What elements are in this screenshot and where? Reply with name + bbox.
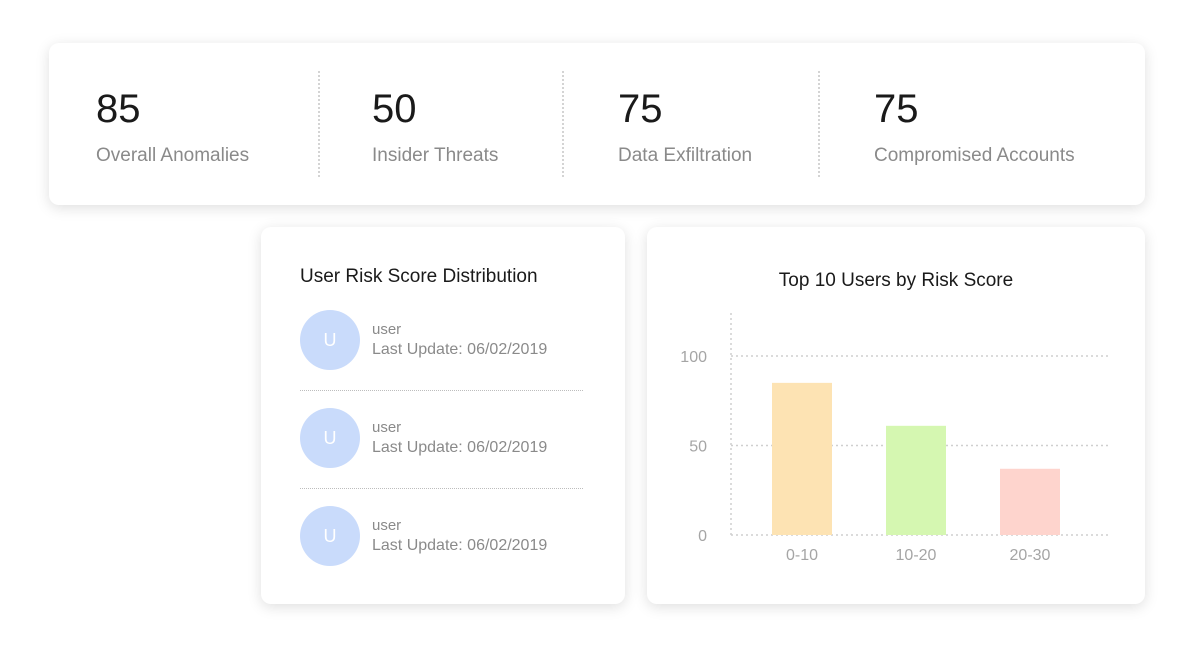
risk-distribution-title: User Risk Score Distribution bbox=[300, 266, 538, 287]
stat-value: 75 bbox=[874, 87, 919, 131]
user-name: user bbox=[372, 419, 402, 436]
user-name: user bbox=[372, 517, 402, 534]
stat-label: Insider Threats bbox=[372, 145, 499, 166]
y-tick-label: 100 bbox=[680, 349, 707, 366]
y-tick-label: 0 bbox=[698, 528, 707, 545]
stat-label: Compromised Accounts bbox=[874, 145, 1075, 166]
row-divider bbox=[300, 488, 583, 489]
stat-value: 85 bbox=[96, 87, 141, 131]
risk-distribution-card: User Risk Score Distribution U user Last… bbox=[261, 227, 625, 604]
avatar: U bbox=[300, 506, 360, 566]
stat-label: Overall Anomalies bbox=[96, 145, 250, 166]
x-tick-label: 10-20 bbox=[896, 547, 937, 564]
user-last-update: Last Update: 06/02/2019 bbox=[372, 439, 548, 456]
stats-card: 85 Overall Anomalies 50 Insider Threats … bbox=[49, 43, 1145, 205]
user-last-update: Last Update: 06/02/2019 bbox=[372, 341, 548, 358]
top-users-chart-card: Top 10 Users by Risk Score 0 50 100 0-10 10-… bbox=[647, 227, 1145, 604]
x-tick-label: 0-10 bbox=[786, 547, 818, 564]
user-list-item[interactable]: U user Last Update: 06/02/2019 bbox=[300, 408, 583, 468]
x-tick-label: 20-30 bbox=[1010, 547, 1051, 564]
bar-chart: Top 10 Users by Risk Score 0 50 100 0-10 10-… bbox=[680, 270, 1109, 564]
bar-0-10[interactable] bbox=[772, 382, 832, 535]
chart-bars bbox=[772, 382, 1060, 535]
avatar: U bbox=[300, 408, 360, 468]
user-name: user bbox=[372, 321, 402, 338]
row-divider bbox=[300, 390, 583, 391]
y-tick-label: 50 bbox=[689, 439, 707, 456]
stat-label: Data Exfiltration bbox=[618, 145, 753, 166]
chart-title: Top 10 Users by Risk Score bbox=[779, 270, 1013, 291]
stat-value: 75 bbox=[618, 87, 663, 131]
stat-value: 50 bbox=[372, 87, 417, 131]
chart-labels: 0 50 100 0-10 10-20 20-30 bbox=[680, 349, 1050, 564]
stat-divider bbox=[818, 71, 820, 177]
user-list-item[interactable]: U user Last Update: 06/02/2019 bbox=[300, 506, 583, 566]
user-last-update: Last Update: 06/02/2019 bbox=[372, 537, 548, 554]
stat-divider bbox=[562, 71, 564, 177]
avatar: U bbox=[300, 310, 360, 370]
user-list-item[interactable]: U user Last Update: 06/02/2019 bbox=[300, 310, 583, 370]
bar-20-30[interactable] bbox=[1000, 468, 1060, 535]
stat-divider bbox=[318, 71, 320, 177]
bar-10-20[interactable] bbox=[886, 425, 946, 535]
